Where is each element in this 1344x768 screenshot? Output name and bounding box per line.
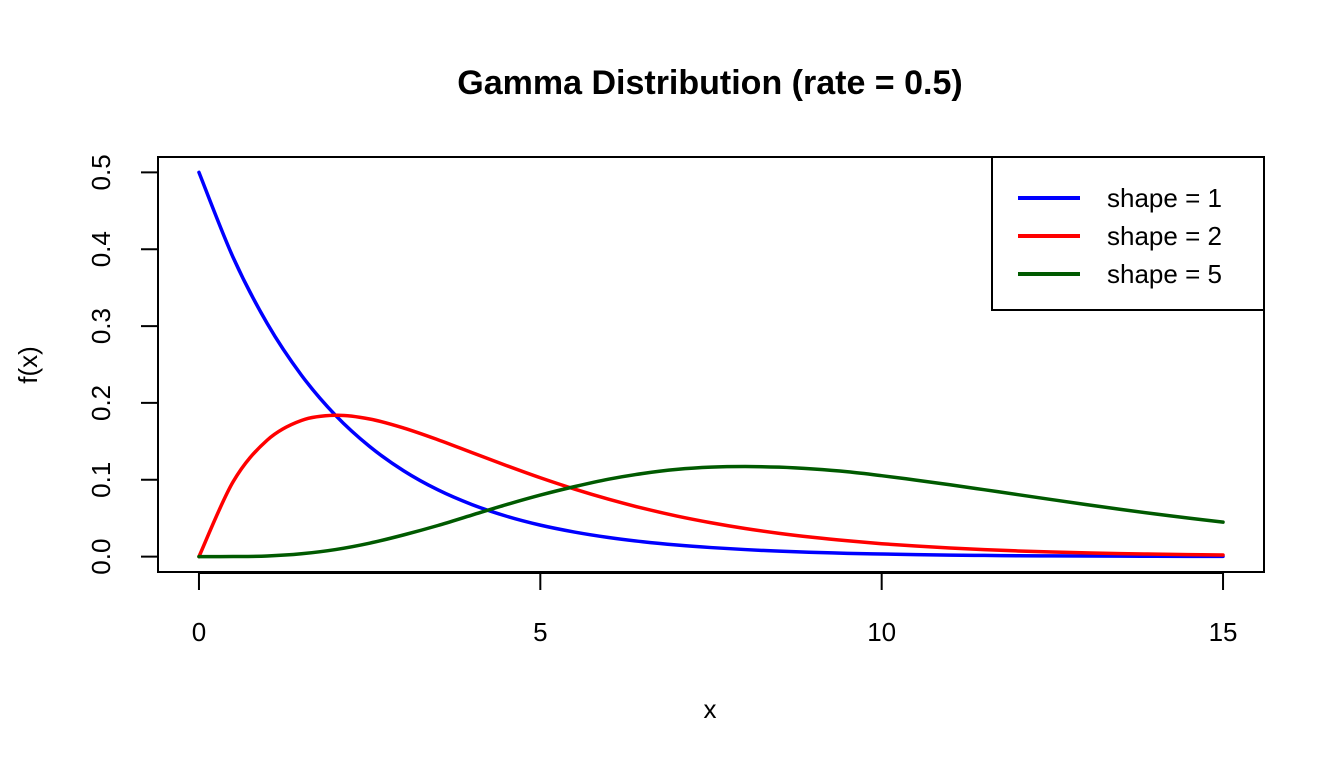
y-tick-label: 0.1 [86,462,116,498]
series-line-shape-5 [197,464,1225,559]
legend-label-shape-5: shape = 5 [1107,259,1222,289]
series-line-shape-2 [197,413,1225,559]
x-tick-label: 15 [1209,617,1238,647]
x-axis-label: x [704,694,717,724]
y-tick-label: 0.3 [86,308,116,344]
legend-box [991,156,1265,311]
series-line-shape-1 [197,170,1225,559]
legend-label-shape-1: shape = 1 [1107,183,1222,213]
y-tick-label: 0.0 [86,539,116,575]
legend: shape = 1 shape = 2 shape = 5 [991,156,1265,311]
y-axis-label: f(x) [13,346,43,384]
chart-title: Gamma Distribution (rate = 0.5) [457,64,962,102]
x-tick-label: 10 [867,617,896,647]
x-axis: 0 5 10 15 [192,572,1238,647]
y-tick-label: 0.5 [86,154,116,190]
x-tick-label: 5 [533,617,547,647]
x-tick-label: 0 [192,617,206,647]
series-layer [197,170,1225,559]
y-tick-label: 0.2 [86,385,116,421]
y-tick-label: 0.4 [86,231,116,267]
y-axis: 0.0 0.1 0.2 0.3 0.4 0.5 [86,154,159,575]
legend-label-shape-2: shape = 2 [1107,221,1222,251]
